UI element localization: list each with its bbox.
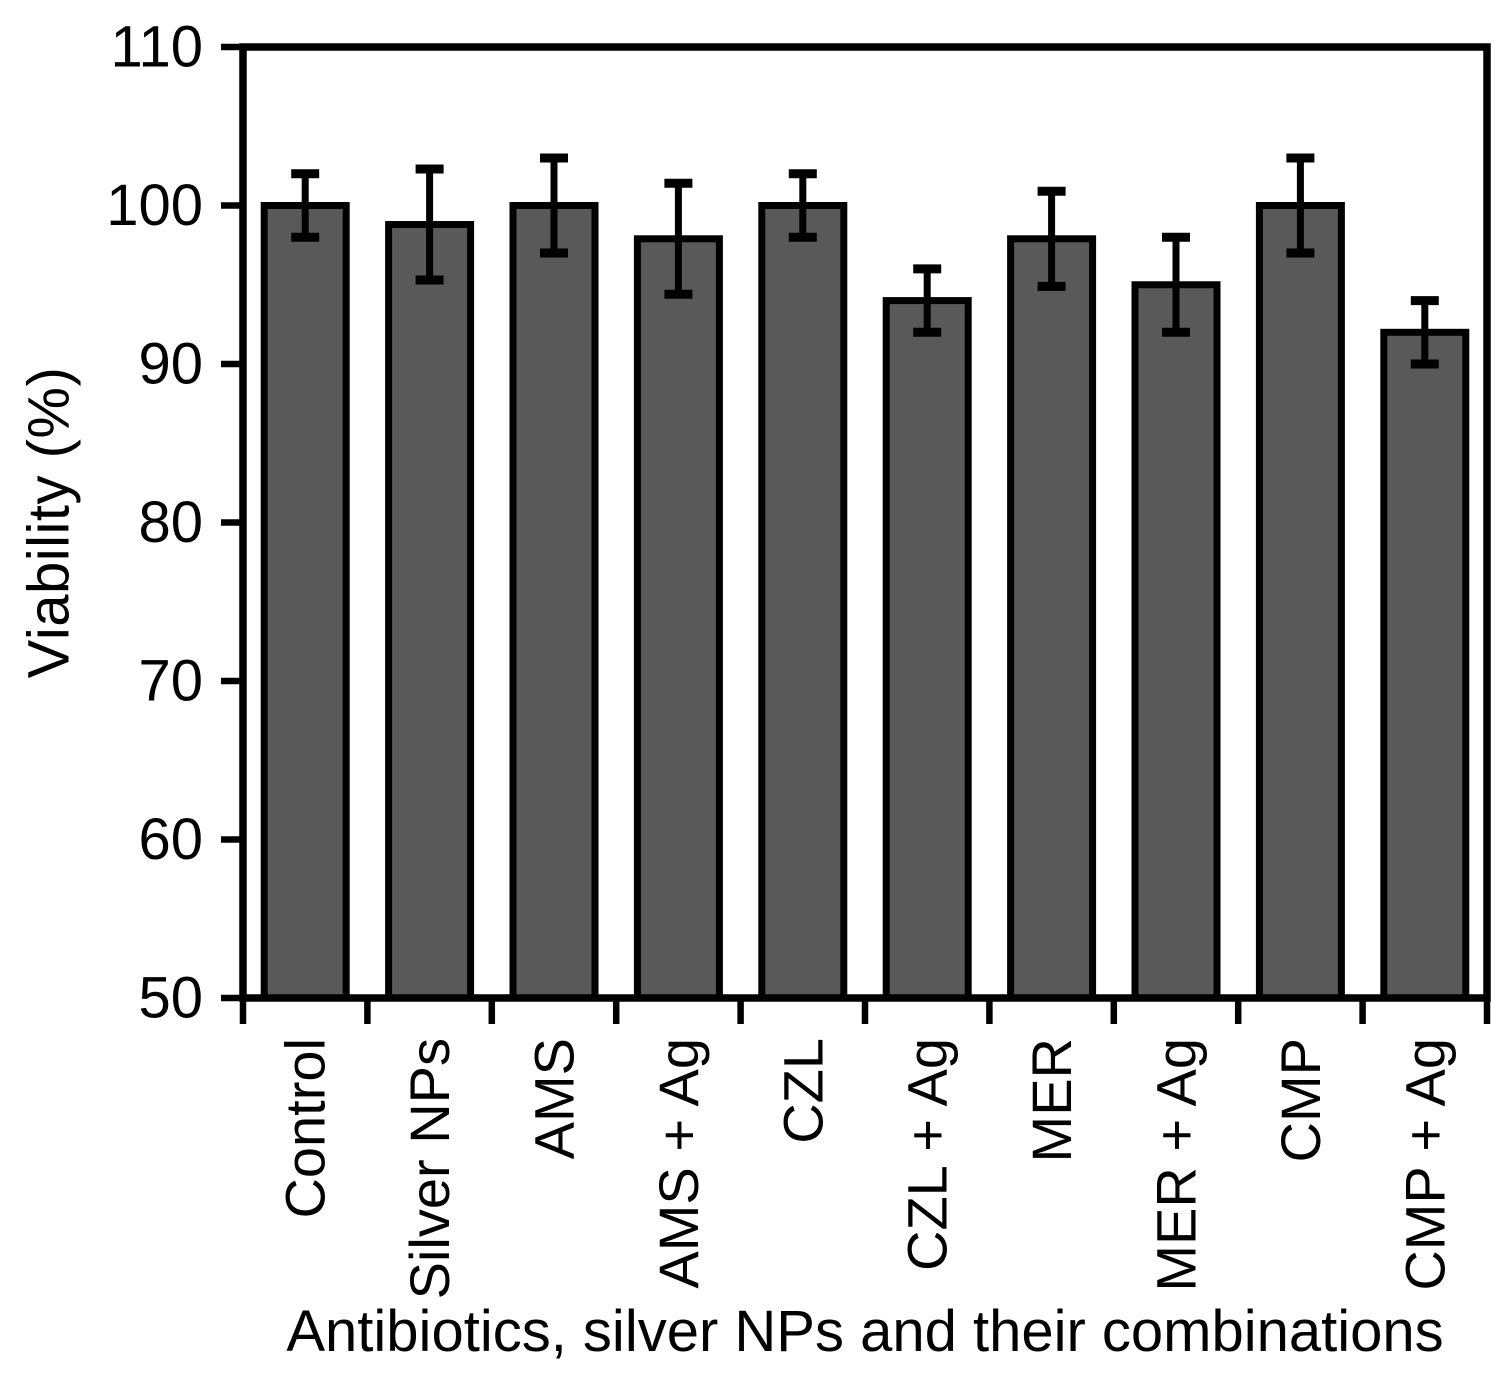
y-tick-label-100: 100 (106, 173, 203, 238)
y-tick-label-80: 80 (138, 490, 203, 555)
x-category-label-2: Silver NPs (398, 1038, 461, 1299)
x-category-label-5: CZL (771, 1038, 834, 1144)
y-tick-label-70: 70 (138, 649, 203, 714)
x-category-label-4: AMS + Ag (647, 1038, 710, 1289)
bar-8 (1131, 281, 1221, 1002)
bar-5 (758, 202, 848, 1002)
y-tick-label-90: 90 (138, 332, 203, 397)
bar-4 (633, 235, 723, 1002)
x-category-label-8: MER + Ag (1145, 1038, 1208, 1292)
x-category-label-6: CZL + Ag (896, 1038, 959, 1271)
bar-9 (1255, 202, 1345, 1002)
x-category-label-1: Control (274, 1038, 337, 1219)
y-tick-label-110: 110 (111, 15, 203, 80)
bar-3 (509, 202, 599, 1002)
x-category-label-7: MER (1020, 1038, 1083, 1162)
bar-7 (1007, 235, 1097, 1002)
y-tick-label-60: 60 (138, 807, 203, 872)
bar-6 (882, 297, 972, 1002)
bar-10 (1380, 328, 1470, 1002)
x-category-label-10: CMP + Ag (1393, 1038, 1456, 1291)
bar-2 (385, 221, 475, 1002)
x-category-label-9: CMP (1269, 1038, 1332, 1162)
x-category-label-3: AMS (523, 1038, 586, 1159)
axis-frame (239, 43, 1491, 1002)
bar-1 (260, 202, 350, 1002)
y-tick-label-50: 50 (138, 966, 203, 1031)
